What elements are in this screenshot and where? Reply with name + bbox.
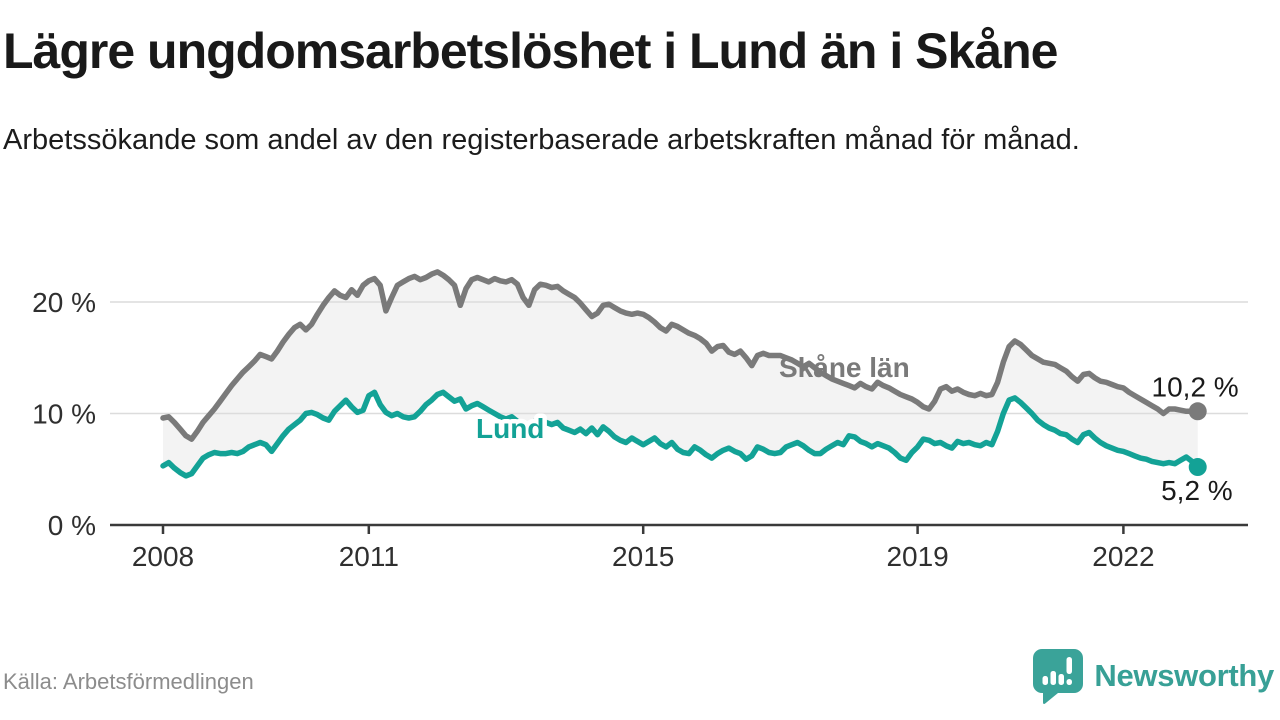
x-tick-label-2011: 2011 [339,541,399,572]
y-tick-label-20: 20 % [32,287,96,318]
x-tick-label-2015: 2015 [612,541,674,572]
source-text: Källa: Arbetsförmedlingen [3,669,254,694]
x-tick-label-2022: 2022 [1092,541,1154,572]
newsworthy-logo: Newsworthy [1032,646,1274,706]
band-fill-area [163,271,1198,476]
series-line-skane [160,269,1201,442]
newsworthy-wordmark: Newsworthy [1094,658,1274,693]
series-end-dot-lund [1188,458,1207,477]
x-tick-label-2008: 2008 [132,541,194,572]
series-inline-label-skane: Skåne län [779,352,910,383]
y-tick-label-0: 0 % [48,510,96,541]
series-end-label-lund: 5,2 % [1161,475,1233,506]
page-title: Lägre ungdomsarbetslöshet i Lund än i Sk… [3,23,1058,79]
y-tick-label-10: 10 % [32,399,96,430]
newsworthy-logo-icon [1033,649,1084,704]
page-subtitle: Arbetssökande som andel av den registerb… [3,124,1080,156]
series-end-label-skane: 10,2 % [1152,371,1239,402]
series-end-dot-skane [1188,402,1207,421]
series-line-lund [160,389,1201,479]
series-inline-label-lund: Lund [476,413,544,444]
x-tick-label-2019: 2019 [886,541,948,572]
